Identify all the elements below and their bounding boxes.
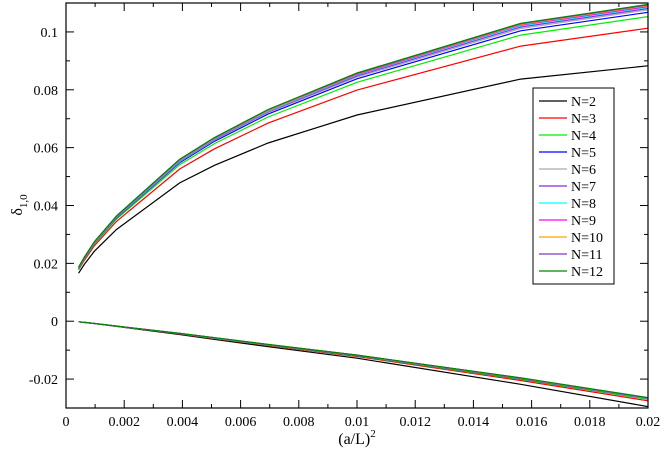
legend-label-3: N=5 [571,146,596,161]
y-axis-title: δ1,0 [9,194,30,216]
x-tick-label-9: 0.018 [574,415,606,430]
y-axis-label: δ1,0 [9,194,30,216]
series-line-n2-upper [78,65,648,274]
x-tick-label-2: 0.004 [167,415,199,430]
y-axis-label-subscript: 1,0 [18,194,30,208]
y-tick-label-4: 0.06 [34,142,59,157]
series-layer [78,3,648,408]
legend-label-10: N=12 [571,265,603,280]
y-tick-label-6: 0.1 [41,26,59,41]
x-tick-label-3: 0.006 [225,415,257,430]
legend-label-1: N=3 [571,112,596,127]
y-tick-label-5: 0.08 [34,84,59,99]
x-tick-label-0: 0 [63,415,70,430]
legend-label-5: N=7 [571,180,596,195]
series-line-n12-upper [78,3,648,268]
x-tick-label-6: 0.012 [399,415,431,430]
legend-label-2: N=4 [571,129,596,144]
y-tick-label-0: -0.02 [29,373,58,388]
x-tick-label-7: 0.014 [458,415,490,430]
ticks-layer: 0 0.002 0.004 0.006 0.008 0.01 0.012 0.014 0.016… [29,2,661,430]
y-axis-label-main: δ [9,208,26,216]
x-tick-label-10: 0.02 [636,415,661,430]
x-axis-label-superscript: 2 [370,428,376,440]
legend-label-0: N=2 [571,95,596,110]
y-tick-label-3: 0.04 [34,200,59,215]
legend-label-6: N=8 [571,197,596,212]
x-tick-label-4: 0.008 [283,415,315,430]
series-line-n2-lower [78,321,648,408]
legend-label-4: N=6 [571,163,596,178]
legend-label-7: N=9 [571,214,596,229]
legend-label-8: N=10 [571,231,603,246]
legend-label-9: N=11 [571,248,603,263]
y-tick-label-1: 0 [51,315,58,330]
x-axis-label-main: (a/L) [338,431,370,448]
series-line-n12-lower [78,321,648,399]
x-tick-label-5: 0.01 [345,415,370,430]
x-axis-title: (a/L)2 [338,428,375,448]
series-line-n3-lower [78,321,648,402]
x-axis-label: (a/L)2 [338,428,375,448]
legend: N=2 N=3 N=4 N=5 N=6 N=7 N=8 N=9 N=10 N=11 N=12 [532,87,615,285]
series-line-n3-upper [78,27,648,271]
x-tick-label-1: 0.002 [108,415,140,430]
y-tick-label-2: 0.02 [34,257,59,272]
x-tick-label-8: 0.016 [516,415,548,430]
